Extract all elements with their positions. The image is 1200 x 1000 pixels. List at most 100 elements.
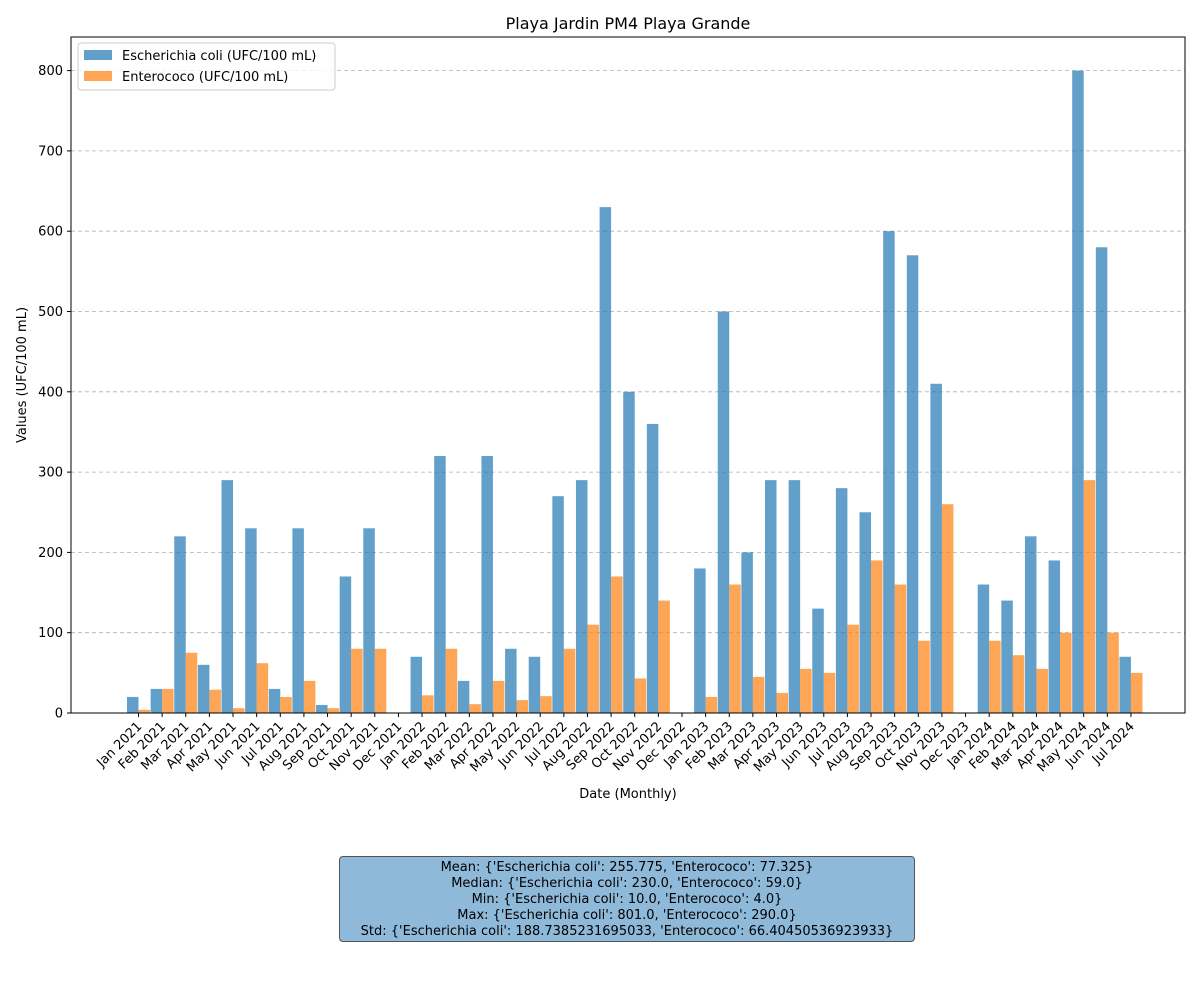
- y-axis: 0 100 200 300 400 500 600 700 800: [38, 64, 71, 722]
- y-tick-label: 600: [38, 225, 63, 240]
- bar-enterococo: [516, 700, 529, 713]
- bar-ecoli: [434, 456, 446, 713]
- bar-ecoli: [150, 688, 163, 713]
- plot-area-frame: [70, 36, 1186, 714]
- bar-ecoli: [457, 680, 470, 713]
- bar-enterococo: [374, 648, 387, 713]
- bar-ecoli: [528, 656, 541, 713]
- bar-enterococo: [729, 584, 741, 713]
- bar-ecoli: [1001, 600, 1013, 713]
- bar-enterococo: [233, 708, 245, 713]
- stats-median: Median: {'Escherichia coli': 230.0, 'Ent…: [451, 876, 803, 891]
- bar-enterococo: [138, 709, 150, 713]
- bar-ecoli: [812, 608, 824, 713]
- bar-enterococo: [587, 624, 599, 713]
- stats-max: Max: {'Escherichia coli': 801.0, 'Entero…: [457, 908, 797, 923]
- bar-ecoli: [552, 496, 564, 713]
- legend-swatch-ecoli: [84, 50, 112, 60]
- bar-ecoli: [835, 488, 848, 713]
- stats-min: Min: {'Escherichia coli': 10.0, 'Enteroc…: [471, 892, 783, 907]
- bar-ecoli: [623, 391, 635, 713]
- legend-label-ecoli: Escherichia coli (UFC/100 mL): [122, 49, 316, 64]
- bar-enterococo: [162, 688, 174, 713]
- bar-ecoli: [1072, 70, 1084, 714]
- legend-label-enterococo: Enterococo (UFC/100 mL): [122, 70, 288, 85]
- bar-enterococo: [1130, 672, 1143, 713]
- bar-ecoli: [788, 480, 801, 713]
- bar-ecoli: [410, 656, 423, 713]
- bar-enterococo: [634, 678, 647, 713]
- bar-ecoli: [599, 207, 612, 714]
- bar-enterococo: [1083, 480, 1096, 713]
- bar-enterococo: [752, 676, 765, 713]
- bar-ecoli: [245, 528, 257, 713]
- bar-ecoli: [575, 480, 588, 713]
- bar-ecoli: [197, 664, 210, 713]
- bar-enterococo: [280, 696, 292, 713]
- bar-enterococo: [800, 668, 812, 713]
- bar-ecoli: [481, 456, 493, 713]
- bar-ecoli: [765, 480, 777, 713]
- bar-enterococo: [989, 640, 1001, 713]
- bar-enterococo: [1012, 655, 1025, 713]
- y-tick-label: 400: [38, 385, 63, 400]
- bar-ecoli: [221, 480, 234, 713]
- bar-enterococo: [185, 652, 198, 713]
- bar-enterococo: [611, 576, 623, 713]
- bar-enterococo: [871, 560, 883, 713]
- y-tick-label: 500: [38, 305, 63, 320]
- bar-ecoli: [1024, 536, 1037, 713]
- bar-ecoli: [859, 512, 872, 713]
- bar-enterococo: [776, 692, 789, 713]
- bar-ecoli: [977, 584, 990, 713]
- legend-swatch-enterococo: [84, 71, 112, 81]
- bar-ecoli: [646, 423, 659, 713]
- bar-enterococo: [422, 695, 434, 713]
- y-tick-label: 200: [38, 546, 63, 561]
- bar-enterococo: [445, 648, 458, 713]
- bar-ecoli: [505, 648, 517, 713]
- bar-enterococo: [823, 672, 836, 713]
- y-tick-label: 800: [38, 64, 63, 79]
- bar-enterococo: [540, 696, 552, 713]
- bar-enterococo: [209, 689, 221, 713]
- bar-ecoli: [292, 528, 304, 713]
- bar-enterococo: [847, 624, 859, 713]
- bar-enterococo: [1107, 632, 1119, 713]
- bar-enterococo: [1036, 668, 1048, 713]
- bar-enterococo: [658, 600, 670, 713]
- legend: Escherichia coli (UFC/100 mL) Enterococo…: [77, 42, 336, 91]
- bar-enterococo: [303, 680, 316, 713]
- bar-enterococo: [327, 708, 340, 713]
- bar-enterococo: [705, 696, 718, 713]
- bar-ecoli: [268, 688, 281, 713]
- bar-enterococo: [1060, 632, 1072, 713]
- bar-ecoli: [741, 552, 753, 713]
- stats-box: Mean: {'Escherichia coli': 255.775, 'Ent…: [339, 856, 915, 942]
- bar-ecoli: [316, 704, 328, 713]
- y-tick-label: 700: [38, 144, 63, 159]
- bar-ecoli: [363, 528, 375, 713]
- bar-enterococo: [492, 680, 505, 713]
- bar-ecoli: [694, 568, 706, 713]
- bar-ecoli: [127, 696, 139, 713]
- bar-ecoli: [883, 231, 895, 713]
- bars-group: [127, 70, 1143, 714]
- bar-enterococo: [941, 504, 954, 713]
- bar-enterococo: [351, 648, 363, 713]
- stats-std: Std: {'Escherichia coli': 188.7385231695…: [360, 924, 894, 939]
- bar-ecoli: [717, 311, 730, 713]
- stats-mean: Mean: {'Escherichia coli': 255.775, 'Ent…: [440, 860, 814, 875]
- y-axis-label: Values (UFC/100 mL): [15, 307, 30, 443]
- bar-enterococo: [469, 704, 481, 713]
- bar-ecoli: [1095, 247, 1108, 713]
- bar-enterococo: [894, 584, 907, 713]
- y-tick-label: 300: [38, 466, 63, 481]
- bar-ecoli: [930, 383, 942, 713]
- bar-enterococo: [918, 640, 930, 713]
- legend-frame: [77, 42, 336, 91]
- bar-ecoli: [1048, 560, 1061, 713]
- bar-enterococo: [256, 663, 269, 713]
